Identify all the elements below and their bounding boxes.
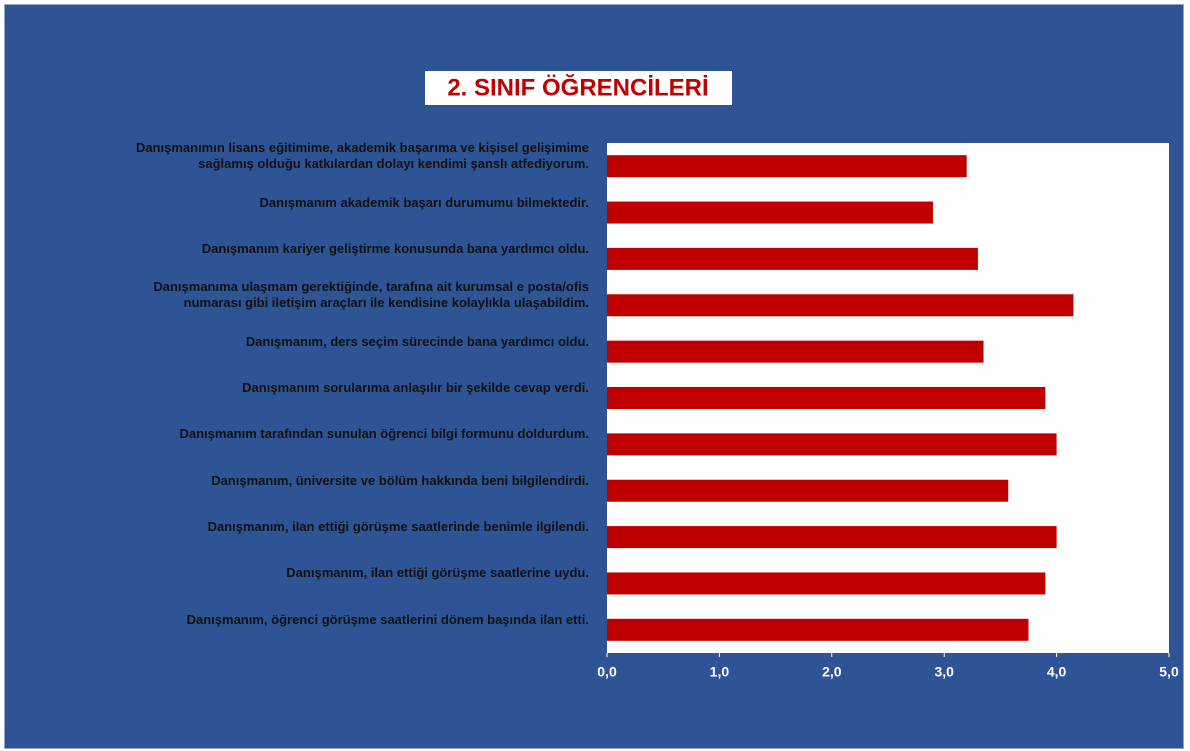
title-box	[425, 71, 732, 105]
category-label: Danışmanım, üniversite ve bölüm hakkında…	[211, 472, 589, 488]
x-tick-label: 3,0	[934, 664, 954, 680]
bar	[607, 155, 967, 178]
category-label: Danışmanıma ulaşmam gerektiğinde, tarafı…	[153, 279, 589, 311]
bar	[607, 572, 1046, 595]
category-label: Danışmanımın lisans eğitimime, akademik …	[135, 140, 589, 172]
chart-frame: 2. SINIF ÖĞRENCİLERİ 0,0 1,0 2,0 3,0 4,0 5,0 …	[4, 4, 1184, 749]
category-label: Danışmanım, ilan ettiği görüşme saatleri…	[286, 565, 589, 581]
x-tick-label: 1,0	[710, 664, 730, 680]
bar	[607, 526, 1057, 549]
category-label: Danışmanım akademik başarı durumumu bilm…	[259, 194, 589, 210]
bar	[607, 618, 1029, 641]
bar	[607, 294, 1074, 317]
chart: 2. SINIF ÖĞRENCİLERİ 0,0 1,0 2,0 3,0 4,0 5,0	[425, 71, 1179, 680]
category-label: Danışmanım kariyer geliştirme konusunda …	[201, 240, 589, 256]
bar	[607, 433, 1057, 456]
bar	[607, 340, 984, 363]
x-tick-label: 0,0	[597, 664, 617, 680]
bar	[607, 247, 978, 270]
x-tick-label: 2,0	[822, 664, 842, 680]
bar	[607, 201, 933, 224]
bar	[607, 479, 1009, 502]
bar	[607, 387, 1046, 409]
category-label: Danışmanım sorularıma anlaşılır bir şeki…	[242, 380, 589, 395]
category-label: Danışmanım tarafından sunulan öğrenci bi…	[179, 426, 589, 442]
x-tick-label: 4,0	[1047, 664, 1067, 680]
x-tick-label: 5,0	[1159, 664, 1179, 680]
chart-title: 2. SINIF ÖĞRENCİLERİ	[447, 73, 708, 101]
category-label: Danışmanım, ilan ettiği görüşme saatleri…	[207, 519, 589, 535]
category-label: Danışmanım, ders seçim sürecinde bana ya…	[245, 333, 589, 349]
category-label: Danışmanım, öğrenci görüşme saatlerini d…	[186, 611, 589, 627]
